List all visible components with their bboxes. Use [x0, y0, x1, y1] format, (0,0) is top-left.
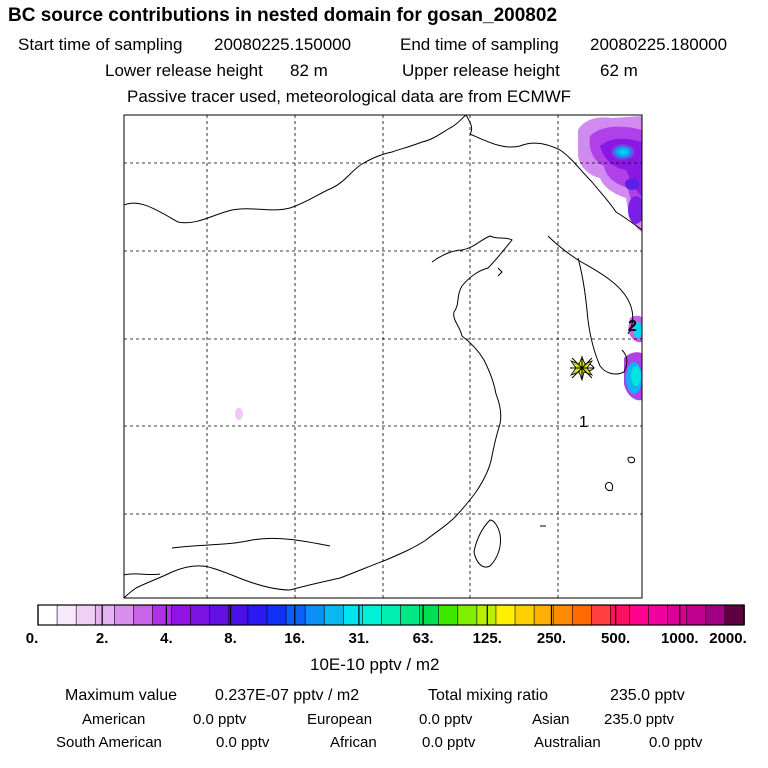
colorbar-tick-label: 1000.: [661, 630, 699, 647]
coastlines: [124, 115, 642, 598]
colorbar-tick-label: 2.: [95, 630, 109, 647]
colorbar-swatch: [514, 604, 535, 626]
total-mixing-label: Total mixing ratio: [428, 687, 549, 704]
concentration-field: [235, 116, 642, 420]
colorbar-tick-label: 8.: [224, 630, 237, 647]
colorbar-swatch: [285, 604, 306, 626]
colorbar-swatch: [705, 604, 726, 626]
lat-lon-grid: [124, 115, 642, 598]
colorbar-swatch: [591, 604, 612, 626]
colorbar-swatch: [171, 604, 192, 626]
colorbar-swatch: [247, 604, 268, 626]
colorbar-swatch: [648, 604, 669, 626]
colorbar-swatch: [133, 604, 154, 626]
colorbar-swatch: [667, 604, 688, 626]
colorbar-swatch: [56, 604, 77, 626]
american-label: American: [82, 711, 146, 728]
colorbar-tick-label: 63.: [412, 630, 434, 647]
colorbar-swatch: [342, 604, 364, 626]
colorbar-swatch: [457, 604, 478, 626]
australian-label: Australian: [534, 734, 601, 751]
colorbar-tick-label: 16.: [284, 630, 306, 647]
colorbar: [37, 604, 745, 626]
end-time-label: End time of sampling: [400, 35, 559, 54]
asian-label: Asian: [532, 711, 570, 728]
colorbar-units: 10E-10 pptv / m2: [310, 655, 440, 674]
colorbar-swatch: [495, 604, 516, 626]
lower-height-value: 82 m: [290, 61, 328, 80]
tracer-note: Passive tracer used, meteorological data…: [127, 87, 572, 106]
start-time-value: 20080225.150000: [214, 35, 352, 54]
colorbar-swatch: [94, 604, 116, 626]
chart-title: BC source contributions in nested domain…: [8, 5, 558, 26]
south-american-label: South American: [56, 734, 162, 751]
african-label: African: [330, 734, 377, 751]
colorbar-tick-label: 31.: [348, 630, 370, 647]
african-value: 0.0 pptv: [422, 734, 476, 751]
upper-height-label: Upper release height: [402, 61, 560, 80]
lower-height-label: Lower release height: [105, 61, 263, 80]
colorbar-swatch: [533, 604, 554, 626]
colorbar-swatch: [686, 604, 707, 626]
end-time-value: 20080225.180000: [590, 35, 728, 54]
colorbar-tick-label: 4.: [160, 630, 173, 647]
colorbar-swatch: [476, 604, 497, 626]
total-mixing-value: 235.0 pptv: [610, 687, 685, 704]
colorbar-swatch: [400, 604, 421, 626]
max-value: 0.237E-07 pptv / m2: [215, 687, 360, 704]
colorbar-swatch: [610, 604, 631, 626]
colorbar-swatch: [323, 604, 345, 626]
map-frame: [123, 114, 643, 599]
colorbar-swatch: [114, 604, 135, 626]
european-label: European: [307, 711, 373, 728]
south-american-value: 0.0 pptv: [216, 734, 270, 751]
colorbar-swatch: [190, 604, 211, 626]
upper-height-value: 62 m: [600, 61, 638, 80]
colorbar-swatch: [266, 604, 287, 626]
trajectory-label-1: 1: [579, 414, 588, 431]
colorbar-swatch: [362, 604, 383, 626]
asian-value: 235.0 pptv: [604, 711, 675, 728]
trajectory-label-2: 2: [628, 318, 637, 335]
american-value: 0.0 pptv: [193, 711, 247, 728]
colorbar-swatch: [228, 604, 249, 626]
colorbar-swatch: [381, 604, 402, 626]
start-time-label: Start time of sampling: [18, 35, 183, 54]
colorbar-swatch: [304, 604, 326, 626]
colorbar-swatch: [209, 604, 230, 626]
colorbar-tick-label: 125.: [472, 630, 502, 647]
colorbar-swatch: [438, 604, 459, 626]
colorbar-swatch: [37, 604, 58, 626]
colorbar-swatch: [571, 604, 593, 626]
colorbar-swatch: [75, 604, 97, 626]
colorbar-tick-label: 2000.: [709, 630, 747, 647]
receptor-star: [569, 355, 594, 382]
european-value: 0.0 pptv: [419, 711, 473, 728]
colorbar-swatch: [629, 604, 650, 626]
australian-value: 0.0 pptv: [649, 734, 703, 751]
colorbar-swatch: [724, 604, 745, 626]
max-value-label: Maximum value: [65, 687, 178, 704]
colorbar-tick-label: 250.: [536, 630, 567, 647]
map-plot-area: [124, 115, 642, 598]
colorbar-tick-label: 0.: [25, 630, 39, 647]
colorbar-tick-label: 500.: [601, 630, 631, 647]
colorbar-swatch: [152, 604, 173, 626]
colorbar-swatch: [552, 604, 574, 626]
